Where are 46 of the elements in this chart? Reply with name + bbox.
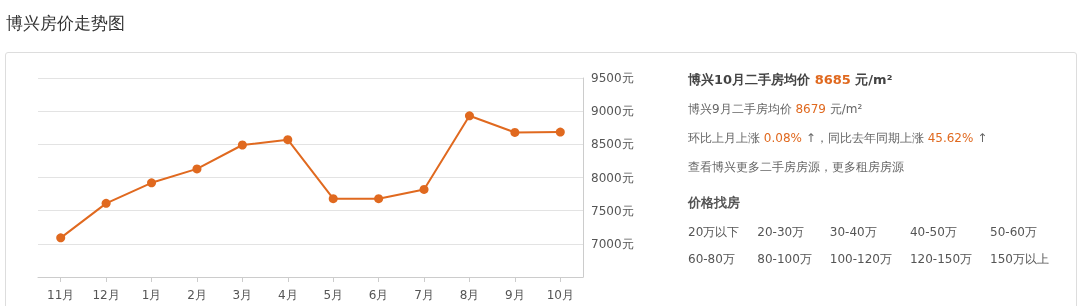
point [510, 127, 520, 137]
x-tick-label: 6月 [368, 288, 389, 302]
text: 博兴9月二手房均价 8679 元/m² [688, 102, 863, 116]
point [374, 194, 384, 204]
y-tick-label: 8500元 [591, 137, 634, 152]
text: 40-50万 [909, 224, 958, 241]
y-tick-label: 7000元 [591, 236, 634, 251]
point [283, 135, 293, 145]
text: 20-30万 [757, 224, 806, 241]
text: 50-60万 [990, 224, 1038, 241]
y-tick-label: 9000元 [591, 104, 634, 119]
point [419, 184, 429, 194]
text: 80-100万 [757, 251, 812, 268]
text: 查看博兴更多二手房房源，更多租房房源 [688, 160, 904, 174]
x-tick-label: 11月 [47, 288, 75, 302]
x-tick-label: 10月 [546, 288, 574, 302]
text: 20万以下 [688, 224, 740, 241]
point [328, 194, 338, 204]
point [147, 178, 157, 188]
y-tick-label: 8000元 [591, 170, 634, 185]
point [56, 233, 66, 243]
chart-title: 博兴房价走势图 [6, 12, 125, 35]
text: 150万以上 [990, 251, 1049, 268]
point [192, 164, 202, 174]
x-tick-label: 2月 [187, 288, 207, 302]
point [464, 111, 474, 121]
text: 100-120万 [829, 251, 892, 268]
text: 120-150万 [909, 251, 973, 268]
x-tick-label: 3月 [232, 288, 253, 302]
text: 价格找房 [688, 194, 741, 212]
y-tick-label: 7500元 [591, 203, 634, 218]
x-tick-label: 1月 [141, 288, 162, 302]
point [101, 198, 111, 208]
point [237, 140, 247, 150]
text: 60-80万 [688, 251, 736, 268]
x-tick-label: 5月 [323, 288, 344, 302]
x-tick-label: 7月 [414, 288, 434, 302]
x-tick-label: 12月 [92, 288, 120, 302]
point [555, 127, 565, 137]
text: 环比上月上涨 0.08% ↑，同比去年同期上涨 45.62% ↑ [688, 131, 988, 145]
y-tick-label: 9500元 [591, 71, 634, 85]
x-tick-label: 9月 [505, 288, 525, 302]
x-tick-label: 8月 [459, 288, 480, 302]
text: 博兴10月二手房均价 8685 元/m² [688, 72, 893, 87]
x-tick-label: 4月 [277, 288, 298, 302]
text: 30-40万 [829, 224, 878, 241]
